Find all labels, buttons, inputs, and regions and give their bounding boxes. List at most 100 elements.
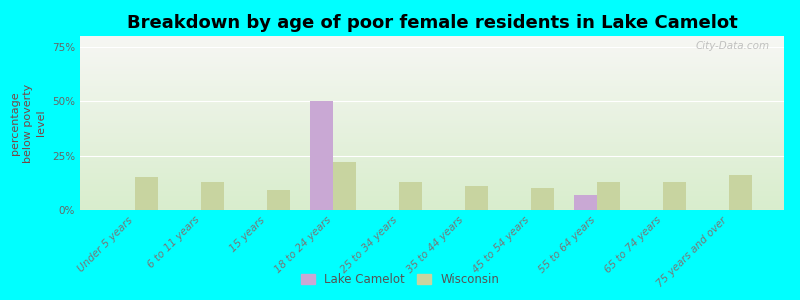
Bar [80, 158, 784, 160]
Y-axis label: percentage
below poverty
level: percentage below poverty level [10, 83, 46, 163]
Text: City-Data.com: City-Data.com [696, 41, 770, 51]
Legend: Lake Camelot, Wisconsin: Lake Camelot, Wisconsin [296, 269, 504, 291]
Bar [80, 165, 784, 167]
Bar [80, 50, 784, 52]
Bar [80, 97, 784, 99]
Bar [80, 201, 784, 203]
Bar [80, 167, 784, 168]
Bar [333, 162, 356, 210]
Bar [80, 127, 784, 128]
Bar [80, 206, 784, 208]
Bar [80, 182, 784, 184]
Bar [80, 170, 784, 172]
Bar [80, 156, 784, 158]
Bar [80, 208, 784, 210]
Bar [80, 69, 784, 71]
Bar [80, 60, 784, 62]
Bar [80, 137, 784, 139]
Bar [80, 180, 784, 182]
Bar [80, 45, 784, 46]
Bar [80, 43, 784, 45]
Bar [80, 191, 784, 193]
Bar [80, 198, 784, 200]
Bar [80, 194, 784, 196]
Bar [663, 182, 686, 210]
Bar [80, 58, 784, 60]
Bar [135, 177, 158, 210]
Bar [80, 85, 784, 86]
Bar [80, 73, 784, 74]
Bar [80, 125, 784, 127]
Bar [80, 132, 784, 134]
Bar [80, 52, 784, 53]
Bar [80, 121, 784, 123]
Bar [310, 101, 333, 210]
Bar [80, 193, 784, 194]
Bar [80, 203, 784, 205]
Bar [80, 160, 784, 161]
Bar [80, 196, 784, 198]
Bar [80, 177, 784, 179]
Bar [80, 46, 784, 48]
Bar [80, 119, 784, 121]
Bar [80, 41, 784, 43]
Bar [80, 118, 784, 119]
Bar [80, 163, 784, 165]
Bar [80, 80, 784, 81]
Bar [531, 188, 554, 210]
Bar [80, 36, 784, 38]
Bar [80, 55, 784, 57]
Bar [80, 161, 784, 163]
Bar [80, 64, 784, 66]
Bar [80, 144, 784, 146]
Bar [80, 66, 784, 67]
Bar [80, 83, 784, 85]
Bar [80, 134, 784, 135]
Bar [267, 190, 290, 210]
Bar [80, 88, 784, 90]
Bar [80, 76, 784, 78]
Bar [80, 128, 784, 130]
Bar [80, 135, 784, 137]
Bar [80, 102, 784, 104]
Bar [80, 200, 784, 201]
Bar [80, 38, 784, 40]
Bar [80, 100, 784, 102]
Bar [80, 151, 784, 153]
Bar [80, 112, 784, 114]
Bar [574, 195, 597, 210]
Bar [80, 78, 784, 80]
Bar [80, 173, 784, 175]
Bar [80, 93, 784, 95]
Bar [201, 182, 224, 210]
Bar [80, 74, 784, 76]
Bar [80, 116, 784, 118]
Bar [80, 154, 784, 156]
Bar [80, 92, 784, 93]
Bar [80, 81, 784, 83]
Bar [80, 146, 784, 147]
Bar [80, 184, 784, 186]
Bar [729, 175, 752, 210]
Title: Breakdown by age of poor female residents in Lake Camelot: Breakdown by age of poor female resident… [126, 14, 738, 32]
Bar [80, 90, 784, 92]
Bar [80, 109, 784, 111]
Bar [80, 71, 784, 73]
Bar [80, 172, 784, 173]
Bar [80, 188, 784, 189]
Bar [80, 48, 784, 50]
Bar [80, 62, 784, 64]
Bar [80, 86, 784, 88]
Bar [80, 142, 784, 144]
Bar [465, 186, 488, 210]
Bar [80, 189, 784, 191]
Bar [80, 99, 784, 100]
Bar [80, 107, 784, 109]
Bar [80, 130, 784, 132]
Bar [80, 104, 784, 106]
Bar [80, 205, 784, 206]
Bar [80, 179, 784, 180]
Bar [80, 114, 784, 116]
Bar [80, 175, 784, 177]
Bar [399, 182, 422, 210]
